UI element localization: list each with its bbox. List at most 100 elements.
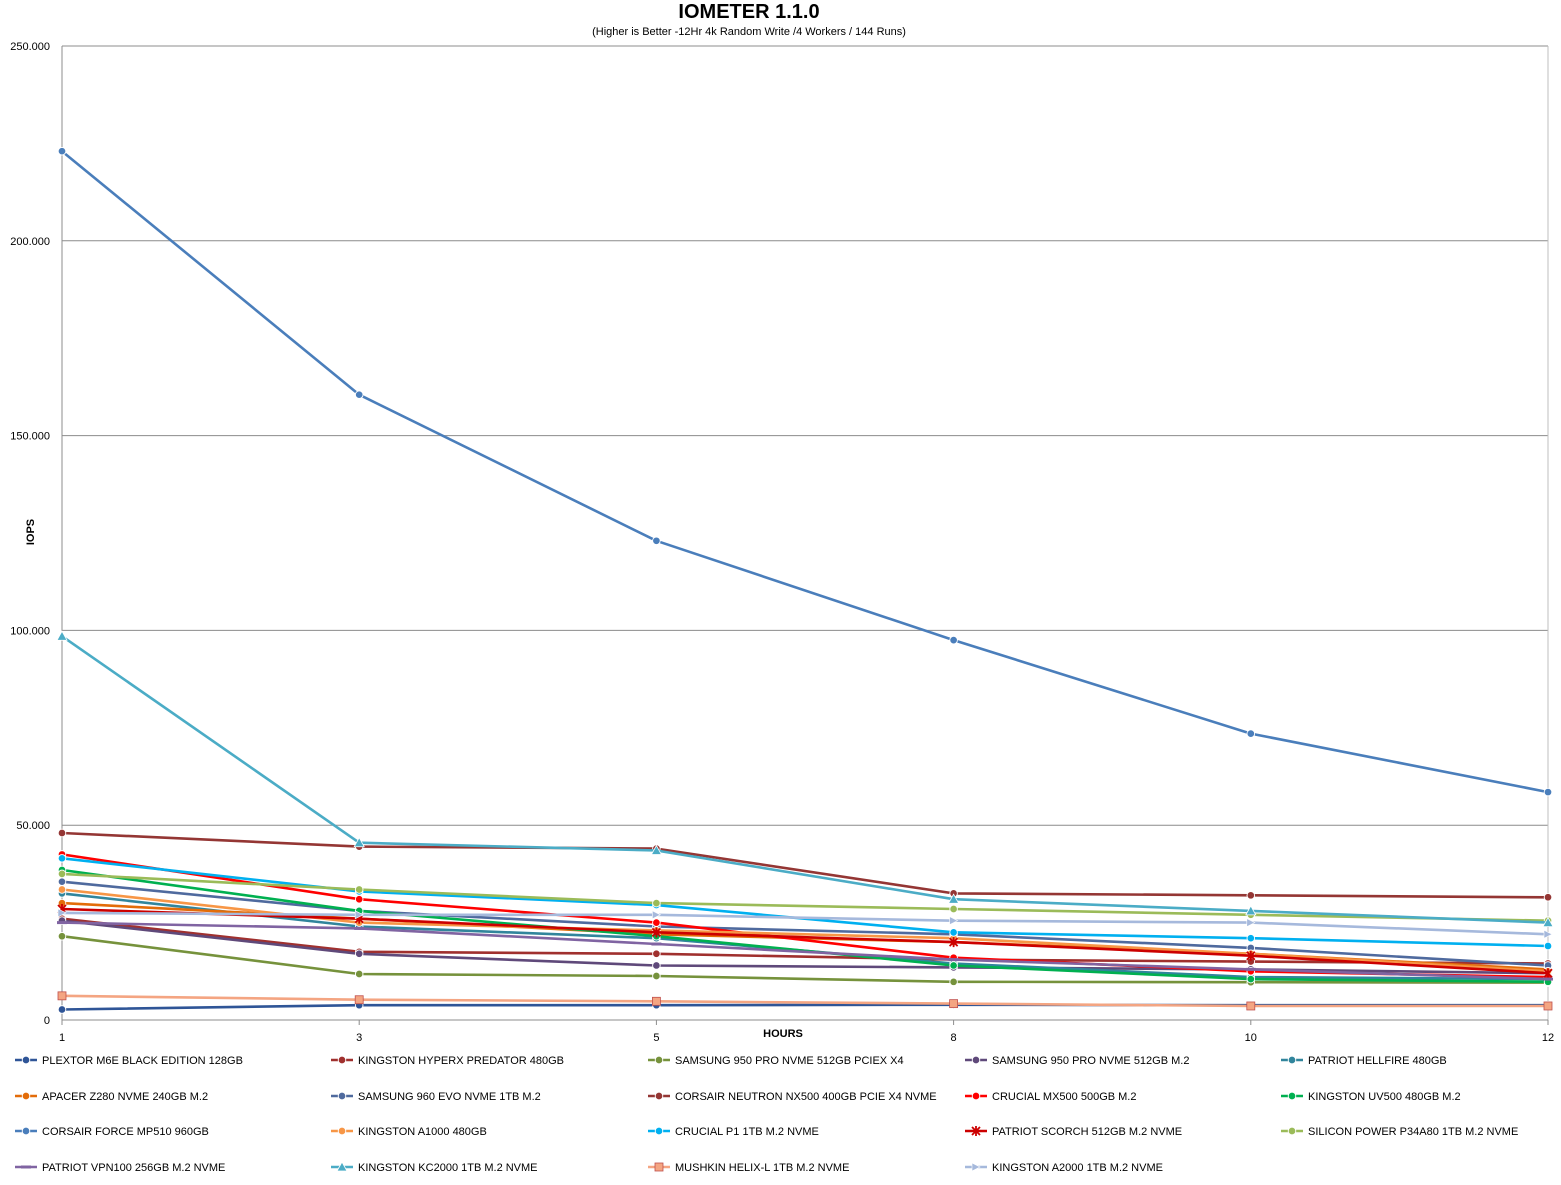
data-point bbox=[651, 942, 662, 946]
data-point bbox=[1246, 933, 1256, 943]
series-16 bbox=[56, 630, 1554, 927]
legend-item: KINGSTON HYPERX PREDATOR 480GB bbox=[331, 1055, 564, 1067]
data-point bbox=[652, 949, 661, 959]
data-point bbox=[57, 828, 67, 838]
data-point bbox=[949, 928, 958, 937]
legend-swatch-marker bbox=[654, 1126, 664, 1136]
legend-swatch-marker bbox=[337, 1091, 347, 1101]
data-point bbox=[1245, 905, 1257, 916]
data-point bbox=[652, 898, 661, 908]
legend-item: SILICON POWER P34A80 1TB M.2 NVME bbox=[1281, 1126, 1518, 1138]
chart-subtitle: (Higher is Better -12Hr 4k Random Write … bbox=[592, 26, 906, 38]
series-lines bbox=[56, 146, 1554, 1014]
data-point bbox=[57, 921, 67, 925]
y-axis-title: IOPS bbox=[25, 519, 37, 545]
legend-swatch-marker bbox=[337, 1126, 347, 1136]
legend-swatch-marker bbox=[971, 1126, 981, 1136]
data-point bbox=[949, 961, 958, 970]
legend-label: PATRIOT SCORCH 512GB M.2 NVME bbox=[992, 1126, 1182, 1138]
series-line bbox=[60, 880, 1550, 967]
data-point bbox=[57, 146, 67, 156]
data-point bbox=[652, 910, 662, 920]
series-line bbox=[60, 831, 1550, 899]
data-point bbox=[1543, 977, 1553, 981]
legend-label: KINGSTON A1000 480GB bbox=[358, 1126, 487, 1138]
series-13 bbox=[57, 903, 1553, 979]
legend-label: PATRIOT VPN100 256GB M.2 NVME bbox=[42, 1162, 225, 1174]
legend-item: KINGSTON KC2000 1TB M.2 NVME bbox=[331, 1161, 538, 1174]
legend-item: SAMSUNG 950 PRO NVME 512GB PCIEX X4 bbox=[648, 1055, 904, 1067]
data-point bbox=[353, 836, 365, 848]
data-point bbox=[948, 937, 959, 948]
legend-item: KINGSTON A1000 480GB bbox=[331, 1126, 487, 1138]
x-tick-label: 10 bbox=[1245, 1032, 1257, 1044]
legend-item: CORSAIR NEUTRON NX500 400GB PCIE X4 NVME bbox=[648, 1091, 937, 1103]
legend-label: SILICON POWER P34A80 1TB M.2 NVME bbox=[1308, 1126, 1518, 1138]
data-point bbox=[57, 991, 67, 1001]
data-point bbox=[1246, 891, 1256, 900]
series-line bbox=[60, 634, 1550, 924]
legend-label: KINGSTON A2000 1TB M.2 NVME bbox=[992, 1162, 1163, 1174]
series-line bbox=[60, 911, 1550, 936]
data-point bbox=[1246, 974, 1256, 984]
data-point bbox=[1543, 787, 1553, 797]
data-point bbox=[1542, 916, 1554, 927]
data-point bbox=[57, 908, 67, 918]
series-18 bbox=[57, 908, 1553, 939]
legend-label: CRUCIAL P1 1TB M.2 NVME bbox=[675, 1126, 819, 1138]
data-point bbox=[949, 916, 959, 926]
data-point bbox=[56, 630, 68, 641]
data-point bbox=[57, 854, 67, 863]
data-point bbox=[1543, 1001, 1553, 1011]
legend-label: MUSHKIN HELIX-L 1TB M.2 NVME bbox=[675, 1162, 849, 1174]
legend-label: PLEXTOR M6E BLACK EDITION 128GB bbox=[42, 1055, 243, 1067]
gridlines bbox=[62, 45, 1548, 826]
legend: PLEXTOR M6E BLACK EDITION 128GB KINGSTON … bbox=[15, 1055, 1518, 1174]
legend-swatch-marker bbox=[21, 1165, 31, 1169]
data-point bbox=[354, 969, 364, 979]
series-line bbox=[60, 872, 1550, 923]
legend-swatch-marker bbox=[21, 1126, 31, 1136]
data-point bbox=[948, 958, 959, 962]
data-point bbox=[949, 635, 958, 645]
legend-label: SAMSUNG 950 PRO NVME 512GB M.2 bbox=[992, 1055, 1189, 1067]
legend-swatch-marker bbox=[654, 1091, 664, 1101]
data-point bbox=[1543, 929, 1553, 939]
legend-swatch-marker bbox=[21, 1091, 31, 1101]
data-point bbox=[57, 931, 67, 941]
legend-item: CRUCIAL MX500 500GB M.2 bbox=[965, 1091, 1136, 1103]
data-point bbox=[1543, 968, 1553, 979]
series-15 bbox=[57, 921, 1553, 981]
legend-label: KINGSTON KC2000 1TB M.2 NVME bbox=[358, 1162, 538, 1174]
series-line bbox=[60, 994, 1550, 1008]
legend-label: CRUCIAL MX500 500GB M.2 bbox=[992, 1091, 1136, 1103]
data-point bbox=[1246, 950, 1256, 961]
data-point bbox=[949, 977, 958, 987]
legend-item: SAMSUNG 960 EVO NVME 1TB M.2 bbox=[331, 1091, 541, 1103]
legend-swatch-marker bbox=[336, 1161, 348, 1172]
data-point bbox=[652, 961, 661, 970]
legend-item: PATRIOT HELLFIRE 480GB bbox=[1281, 1055, 1447, 1067]
y-tick-label: 150.000 bbox=[10, 431, 50, 443]
series-line bbox=[60, 934, 1550, 984]
series-line bbox=[60, 917, 1550, 965]
x-tick-label: 1 bbox=[59, 1032, 65, 1044]
y-tick-label: 250.000 bbox=[10, 41, 50, 53]
x-tick-label: 8 bbox=[951, 1032, 957, 1044]
series-line bbox=[60, 921, 1550, 981]
data-point bbox=[949, 904, 958, 914]
legend-item: CRUCIAL P1 1TB M.2 NVME bbox=[648, 1126, 819, 1138]
legend-item: PATRIOT VPN100 256GB M.2 NVME bbox=[15, 1162, 225, 1174]
legend-swatch-marker bbox=[1287, 1091, 1297, 1101]
legend-swatch-marker bbox=[1287, 1055, 1297, 1065]
series-7 bbox=[57, 828, 1553, 902]
x-tick-label: 5 bbox=[653, 1032, 659, 1044]
data-point bbox=[650, 844, 663, 855]
legend-label: SAMSUNG 950 PRO NVME 512GB PCIEX X4 bbox=[675, 1055, 904, 1067]
data-point bbox=[354, 910, 364, 920]
y-tick-label: 100.000 bbox=[10, 625, 50, 637]
legend-swatch-marker bbox=[971, 1091, 981, 1101]
legend-label: PATRIOT HELLFIRE 480GB bbox=[1308, 1055, 1447, 1067]
data-point bbox=[354, 926, 365, 930]
